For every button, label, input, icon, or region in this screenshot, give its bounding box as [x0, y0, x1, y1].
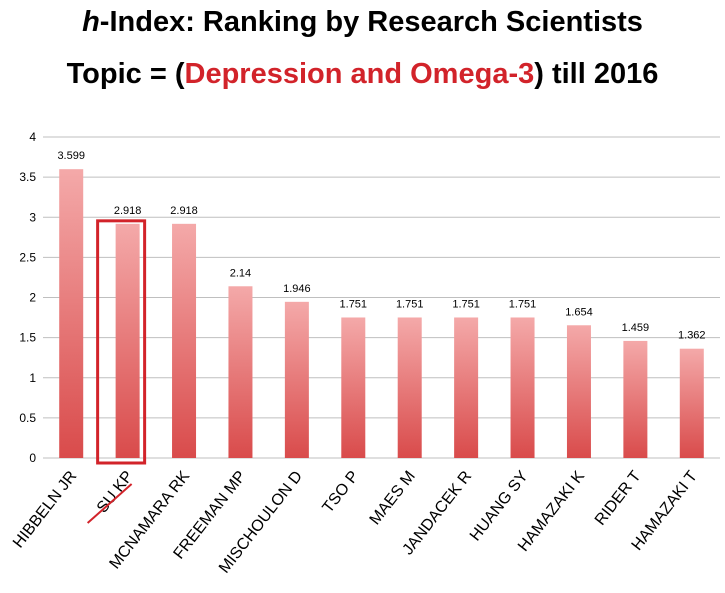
- data-label: 1.654: [565, 306, 593, 318]
- data-label: 1.751: [340, 298, 368, 310]
- x-tick-label: SU KP: [94, 468, 137, 516]
- bar: [679, 348, 704, 458]
- bar: [397, 317, 422, 458]
- bar: [59, 169, 84, 459]
- data-label: 1.946: [283, 283, 311, 295]
- y-tick-label: 2: [29, 291, 36, 305]
- grid-lines: [43, 136, 720, 459]
- data-label: 1.751: [452, 298, 480, 310]
- y-tick-label: 0: [29, 451, 36, 465]
- x-tick-label: HUANG SY: [467, 468, 532, 545]
- x-tick-label: MAES M: [367, 468, 419, 528]
- highlight-box: [96, 219, 147, 465]
- y-tick-label: 2.5: [19, 250, 36, 264]
- title-topic-suffix: ) till 2016: [534, 58, 659, 90]
- data-label: 2.918: [114, 205, 142, 217]
- bar: [454, 317, 479, 458]
- data-labels: 3.599 2.918 2.918 2.14 1.946 1.751 1.751 1.751 1…: [57, 150, 705, 342]
- bar: [172, 223, 197, 458]
- title-topic-highlight: Depression and Omega-3: [184, 58, 535, 90]
- y-tick-label: 1.5: [19, 331, 36, 345]
- y-tick-label: 1: [29, 371, 36, 385]
- bar: [623, 340, 648, 458]
- title-line-1-text: -Index: Ranking by Research Scientists: [99, 6, 643, 38]
- bars: [59, 169, 704, 459]
- y-axis-tick-labels: 0 0.5 1 1.5 2 2.5 3 3.5 4: [19, 130, 36, 465]
- highlight-underline: [86, 483, 133, 524]
- bar: [115, 223, 140, 458]
- title-topic-prefix: Topic = (: [66, 58, 185, 90]
- bar: [341, 317, 366, 458]
- data-label: 1.751: [509, 298, 537, 310]
- bar: [566, 325, 591, 458]
- data-label: 3.599: [57, 150, 85, 162]
- x-tick-label: TSO P: [319, 468, 362, 516]
- data-label: 2.14: [230, 267, 251, 279]
- highlight-annotation: [86, 219, 147, 524]
- y-tick-label: 3: [29, 210, 36, 224]
- title-line-2: Topic = (Depression and Omega-3) till 20…: [0, 58, 725, 91]
- title-h-letter: h: [82, 6, 100, 38]
- bar: [510, 317, 535, 458]
- data-label: 1.751: [396, 298, 424, 310]
- bar: [284, 301, 309, 458]
- x-tick-label: RIDER T: [592, 468, 645, 529]
- data-label: 1.362: [678, 330, 706, 342]
- x-tick-label: HIBBELN JR: [10, 468, 80, 551]
- data-label: 2.918: [170, 205, 198, 217]
- data-label: 1.459: [622, 322, 650, 334]
- bar: [228, 286, 253, 458]
- title-line-1: h-Index: Ranking by Research Scientists: [0, 6, 725, 39]
- y-tick-label: 0.5: [19, 411, 36, 425]
- y-tick-label: 4: [29, 130, 36, 144]
- y-tick-label: 3.5: [19, 170, 36, 184]
